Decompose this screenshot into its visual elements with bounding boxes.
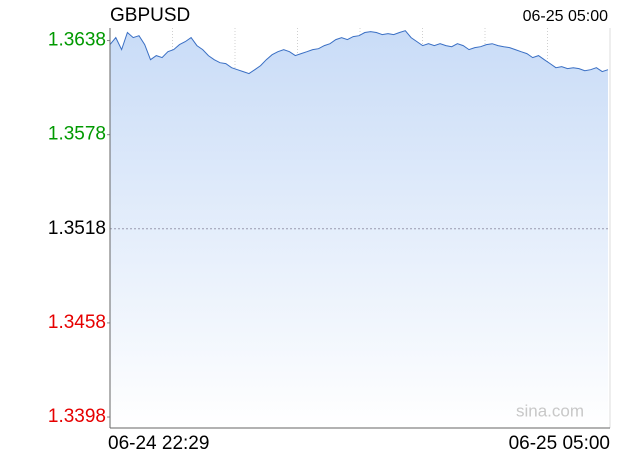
- area: [110, 30, 608, 428]
- watermark: sina.com: [516, 401, 584, 420]
- y-tick-label: 1.3638: [48, 30, 106, 51]
- y-tick-label: 1.3578: [48, 124, 106, 145]
- line: [109, 30, 609, 75]
- chart-title: GBPUSD: [110, 5, 190, 26]
- y-tick-label: 1.3398: [48, 406, 106, 427]
- x-tick-label: 06-25 05:00: [509, 433, 610, 454]
- x-tick-label: 06-24 22:29: [108, 433, 209, 454]
- y-tick-label: 1.3518: [48, 218, 106, 239]
- y-tick-label: 1.3458: [48, 312, 106, 333]
- time-label: 06-25 05:00: [523, 8, 609, 25]
